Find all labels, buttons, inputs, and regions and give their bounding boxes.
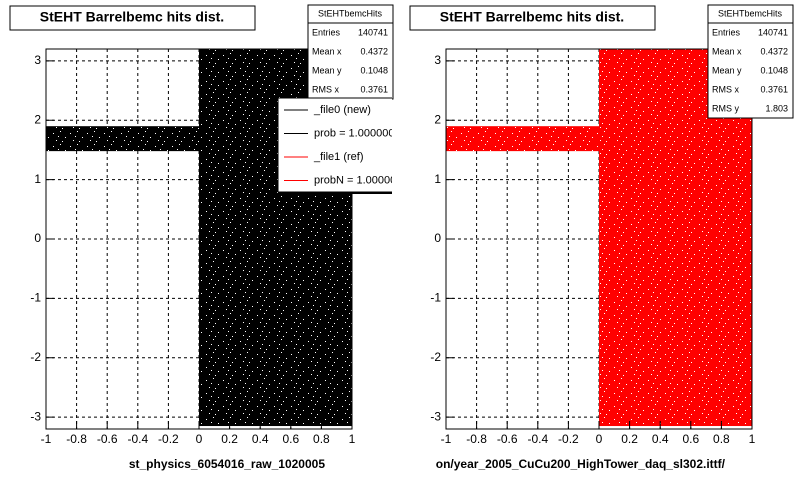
- x-tick-label: -0.2: [158, 432, 179, 446]
- legend: _file0 (new) prob = 1.000000 _file1 (ref) p…: [277, 97, 396, 194]
- title-box: [9, 5, 256, 31]
- stats-box: [707, 4, 794, 119]
- y-tick-label: -3: [430, 409, 441, 423]
- x-tick-label: -0.8: [466, 432, 487, 446]
- y-tick-label: 0: [434, 231, 441, 245]
- y-tick-label: -3: [30, 409, 41, 423]
- x-tick-label: 1: [349, 432, 356, 446]
- legend-label: _file1 (ref): [313, 151, 364, 163]
- y-tick-label: -2: [30, 350, 41, 364]
- x-tick-label: 0.2: [221, 432, 238, 446]
- x-tick-label: 0.8: [713, 432, 730, 446]
- stats-label: Mean y: [312, 65, 342, 75]
- stats-value: 0.3761: [360, 84, 388, 94]
- stats-value: 0.1048: [760, 65, 788, 75]
- legend-label: probN = 1.00000: [314, 174, 396, 186]
- x-tick-label: -0.2: [558, 432, 579, 446]
- stats-label: RMS y: [712, 103, 740, 113]
- y-tick-label: 0: [34, 231, 41, 245]
- legend-box: [277, 97, 392, 193]
- y-tick-label: 1: [34, 172, 41, 186]
- title-box: [409, 5, 656, 31]
- stats-value: 0.1048: [360, 65, 388, 75]
- stats-value: 1.803: [765, 103, 788, 113]
- hit-speckle: [446, 126, 599, 152]
- stats-title: StEHTbemcHits: [718, 8, 783, 18]
- y-tick-label: 3: [434, 53, 441, 67]
- x-tick-label: -1: [41, 432, 52, 446]
- legend-label: prob = 1.000000: [314, 127, 394, 139]
- x-axis-label: on/year_2005_CuCu200_HighTower_daq_sl302…: [436, 457, 726, 471]
- stats-value: 140741: [358, 27, 388, 37]
- pad: -1 -0.8 -0.6 -0.4 -0.2 0 0.2 0.4 0.6 0.8 1 -3 -2 -1 0 1…: [409, 4, 794, 471]
- stats-value: 0.4372: [760, 46, 788, 56]
- x-tick-label: 0.2: [621, 432, 638, 446]
- pad: -1 -0.8 -0.6 -0.4 -0.2 0 0.2 0.4 0.6 0.8 1 -3 -2 -1 0 1…: [9, 4, 396, 471]
- y-tick-label: -1: [430, 291, 441, 305]
- x-tick-label: -1: [441, 432, 452, 446]
- x-tick-label: -0.8: [66, 432, 87, 446]
- stats-value: 140741: [758, 27, 788, 37]
- x-tick-label: -0.4: [127, 432, 148, 446]
- y-tick-label: 2: [434, 112, 441, 126]
- stats-title: StEHTbemcHits: [318, 8, 383, 18]
- x-tick-label: 0.8: [313, 432, 330, 446]
- stats-label: Entries: [712, 27, 741, 37]
- y-tick-label: -1: [30, 291, 41, 305]
- y-tick-label: 3: [34, 53, 41, 67]
- x-axis-label: st_physics_6054016_raw_1020005: [129, 457, 325, 471]
- chart-title: StEHT Barrelbemc hits dist.: [440, 9, 624, 25]
- stats-label: Entries: [312, 27, 341, 37]
- stats-label: Mean y: [712, 65, 742, 75]
- y-tick-label: 1: [434, 172, 441, 186]
- stats-value: 0.4372: [360, 46, 388, 56]
- legend-label: _file0 (new): [313, 104, 371, 116]
- stats-value: 0.3761: [760, 84, 788, 94]
- y-tick-label: -2: [430, 350, 441, 364]
- x-tick-label: -0.6: [497, 432, 518, 446]
- y-tick-label: 2: [34, 112, 41, 126]
- x-tick-label: 0: [196, 432, 203, 446]
- x-tick-label: 1: [749, 432, 756, 446]
- x-tick-label: 0.4: [252, 432, 269, 446]
- x-tick-label: 0.6: [282, 432, 299, 446]
- stats-label: Mean x: [312, 46, 342, 56]
- hit-speckle: [46, 126, 199, 152]
- x-tick-label: -0.4: [527, 432, 548, 446]
- stats-label: RMS x: [712, 84, 740, 94]
- x-tick-label: 0.4: [652, 432, 669, 446]
- x-tick-label: 0.6: [682, 432, 699, 446]
- x-tick-label: 0: [596, 432, 603, 446]
- stats-label: RMS x: [312, 84, 340, 94]
- stats-label: Mean x: [712, 46, 742, 56]
- chart-title: StEHT Barrelbemc hits dist.: [40, 9, 224, 25]
- x-tick-label: -0.6: [97, 432, 118, 446]
